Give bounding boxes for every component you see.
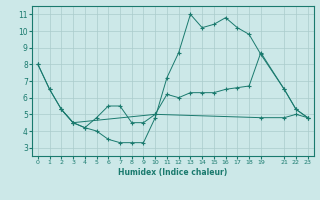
X-axis label: Humidex (Indice chaleur): Humidex (Indice chaleur) bbox=[118, 168, 228, 177]
